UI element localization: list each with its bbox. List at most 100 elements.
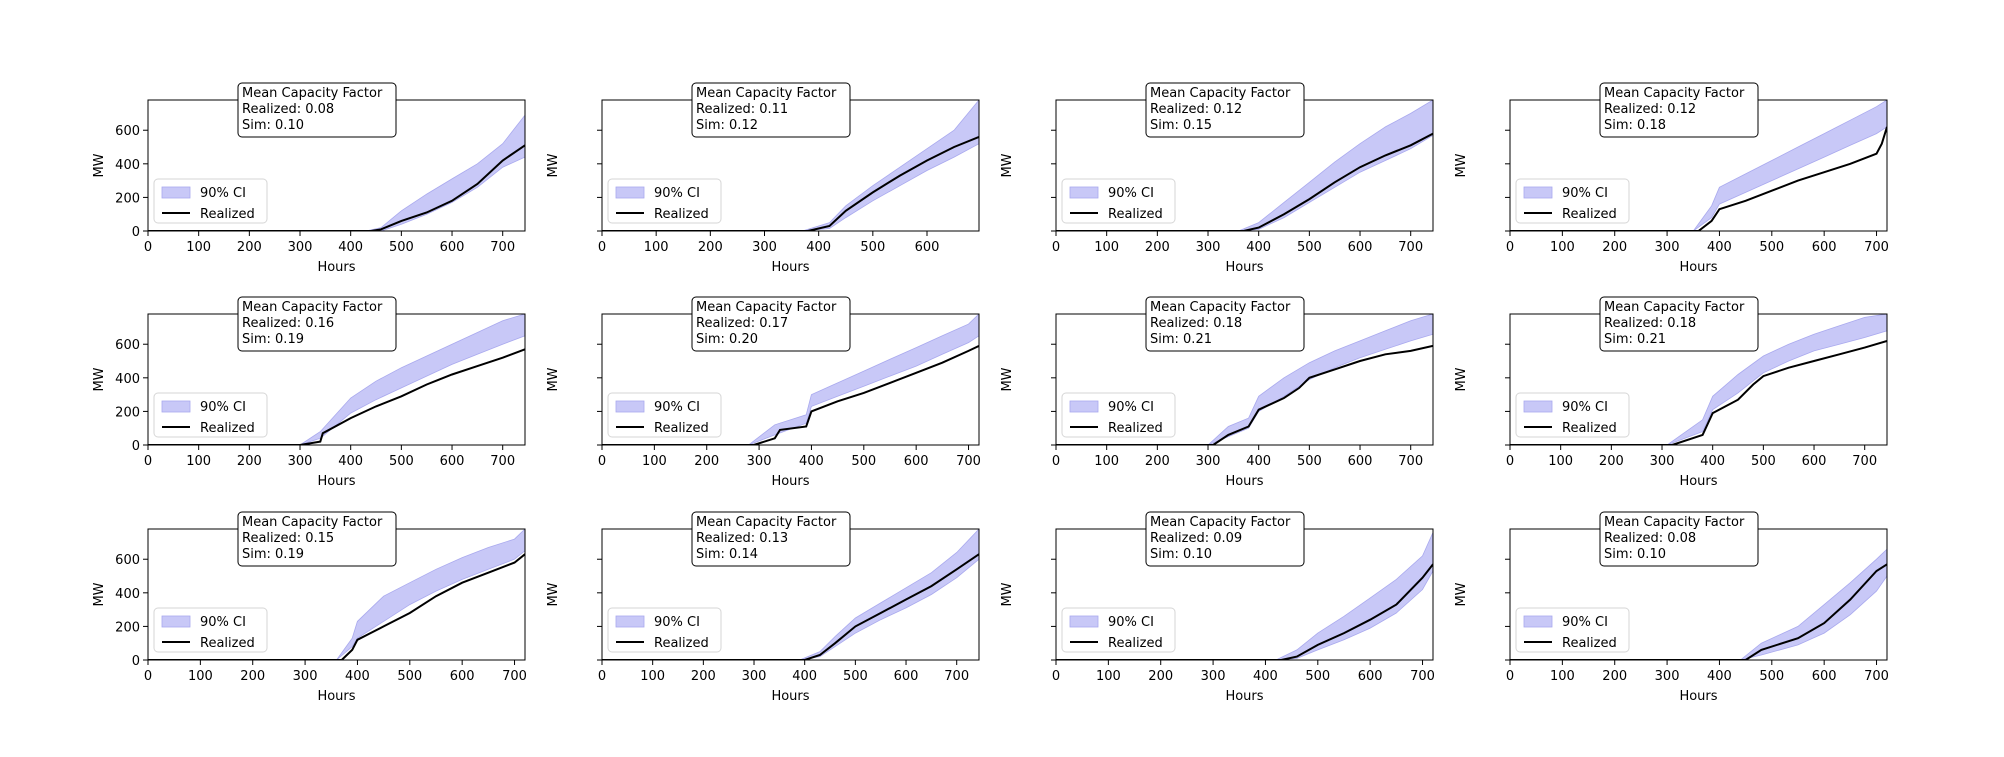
x-tick-label: 700 (1398, 240, 1423, 255)
x-tick-label: 100 (1548, 454, 1573, 469)
x-axis-label: Hours (771, 689, 809, 704)
x-tick-label: 100 (644, 240, 669, 255)
subplot-month-4: 0100200300400500600700HoursMWMonth 4Mean… (1454, 80, 1889, 275)
x-tick-label: 100 (186, 454, 211, 469)
legend-swatch-ci (1069, 615, 1099, 628)
legend-swatch-ci (161, 615, 191, 628)
capacity-factor-text: Sim: 0.12 (696, 118, 758, 133)
ci-band (602, 100, 979, 231)
capacity-factor-text: Mean Capacity Factor (1150, 300, 1291, 315)
y-axis-label: MW (546, 153, 561, 177)
ci-band (148, 114, 525, 231)
x-tick-label: 0 (1052, 240, 1060, 255)
capacity-factor-text: Realized: 0.18 (1150, 316, 1242, 331)
x-tick-label: 400 (1707, 669, 1732, 684)
x-tick-label: 700 (1410, 669, 1435, 684)
x-tick-label: 600 (894, 669, 919, 684)
x-tick-label: 500 (860, 240, 885, 255)
x-tick-label: 100 (1550, 240, 1575, 255)
legend-label-realized: Realized (654, 207, 709, 222)
x-tick-label: 500 (1305, 669, 1330, 684)
capacity-factor-text: Sim: 0.10 (1604, 547, 1666, 562)
y-axis-label: MW (1000, 153, 1015, 177)
capacity-factor-box (691, 511, 851, 567)
y-axis-label: MW (92, 153, 107, 177)
capacity-factor-text: Mean Capacity Factor (1604, 300, 1745, 315)
y-axis-label: MW (1454, 582, 1469, 606)
capacity-factor-text: Mean Capacity Factor (696, 86, 837, 101)
y-tick-label: 600 (115, 124, 140, 139)
realized-line (1056, 132, 1433, 231)
x-tick-label: 500 (1297, 454, 1322, 469)
x-tick-label: 400 (345, 669, 370, 684)
ci-band (602, 529, 979, 660)
y-tick-label: 0 (132, 654, 140, 669)
x-tick-label: 300 (1655, 240, 1680, 255)
legend-swatch-ci (1523, 400, 1553, 413)
legend-label-realized: Realized (200, 636, 255, 651)
legend-label-ci: 90% CI (200, 186, 246, 201)
x-tick-label: 600 (904, 454, 929, 469)
x-tick-label: 500 (389, 454, 414, 469)
legend-label-ci: 90% CI (654, 186, 700, 201)
legend-swatch-ci (161, 400, 191, 413)
x-tick-label: 700 (1852, 454, 1877, 469)
y-tick-label: 0 (132, 225, 140, 240)
subplot-month-5: 0 100 200 300 400 500 600 700 0 200 400 600 Hours MW M… (92, 294, 526, 489)
x-tick-label: 100 (1096, 669, 1121, 684)
realized-line (1510, 126, 1887, 231)
ci-band (1056, 100, 1433, 231)
capacity-factor-text: Realized: 0.15 (242, 531, 334, 546)
capacity-factor-text: Mean Capacity Factor (696, 515, 837, 530)
x-tick-label: 0 (144, 454, 152, 469)
x-tick-label: 100 (188, 669, 213, 684)
capacity-factor-box (237, 82, 397, 138)
y-axis-label: MW (1454, 367, 1469, 391)
x-tick-label: 300 (752, 240, 777, 255)
capacity-factor-text: Sim: 0.21 (1604, 332, 1666, 347)
x-tick-label: 300 (747, 454, 772, 469)
x-tick-label: 200 (1148, 669, 1173, 684)
capacity-factor-text: Realized: 0.08 (242, 102, 334, 117)
legend-label-ci: 90% CI (1108, 400, 1154, 415)
capacity-factor-text: Realized: 0.18 (1604, 316, 1696, 331)
legend-swatch-ci (615, 615, 645, 628)
realized-line (602, 344, 979, 445)
x-tick-label: 400 (806, 240, 831, 255)
x-axis-label: Hours (1679, 474, 1717, 489)
ci-band (1510, 548, 1887, 660)
legend-swatch-ci (1069, 400, 1099, 413)
x-tick-label: 0 (598, 240, 606, 255)
subplot-month-11: 0100200300400500600700HoursMWMonth 11Mea… (1000, 509, 1435, 704)
capacity-factor-text: Mean Capacity Factor (1150, 515, 1291, 530)
legend-swatch-ci (1523, 186, 1553, 199)
y-axis-label: MW (92, 367, 107, 391)
legend-label-ci: 90% CI (200, 400, 246, 415)
x-tick-label: 500 (1759, 669, 1784, 684)
x-tick-label: 600 (915, 240, 940, 255)
y-axis-label: MW (546, 367, 561, 391)
x-tick-label: 600 (1802, 454, 1827, 469)
x-tick-label: 600 (440, 454, 465, 469)
x-axis-label: Hours (317, 260, 355, 275)
capacity-factor-text: Sim: 0.14 (696, 547, 758, 562)
subplot-month-3: 0100200300400500600700HoursMWMonth 3Mean… (1000, 80, 1434, 275)
y-axis-label: MW (546, 582, 561, 606)
capacity-factor-text: Sim: 0.15 (1150, 118, 1212, 133)
capacity-factor-text: Realized: 0.11 (696, 102, 788, 117)
x-axis-label: Hours (1679, 689, 1717, 704)
capacity-factor-text: Mean Capacity Factor (242, 300, 383, 315)
capacity-factor-text: Mean Capacity Factor (1604, 86, 1745, 101)
x-tick-label: 400 (792, 669, 817, 684)
legend-swatch-ci (1069, 186, 1099, 199)
capacity-factor-text: Mean Capacity Factor (1604, 515, 1745, 530)
capacity-factor-box (1145, 82, 1305, 138)
realized-line (148, 144, 525, 231)
realized-line (1056, 563, 1433, 660)
x-tick-label: 400 (799, 454, 824, 469)
capacity-factor-text: Sim: 0.18 (1604, 118, 1666, 133)
x-axis-label: Hours (1225, 689, 1263, 704)
x-tick-label: 200 (691, 669, 716, 684)
legend-label-realized: Realized (1108, 421, 1163, 436)
